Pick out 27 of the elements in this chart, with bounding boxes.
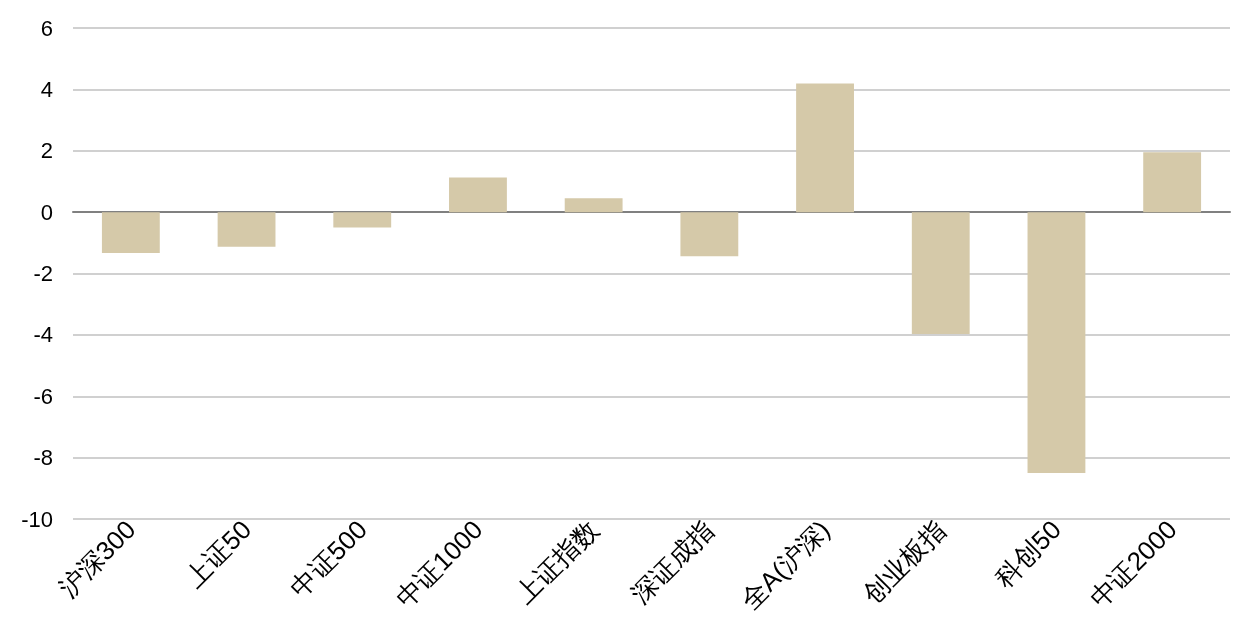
y-tick-label: -6: [33, 383, 53, 409]
bar: [1027, 212, 1086, 473]
x-tick-label: 沪深300: [52, 514, 142, 604]
bar: [449, 177, 507, 213]
y-tick-label: -10: [21, 506, 53, 532]
y-tick-label: -4: [33, 322, 53, 348]
x-tick-label: 科创50: [988, 514, 1068, 593]
y-tick-label: -2: [33, 261, 53, 287]
y-tick-label: 2: [40, 138, 53, 164]
x-tick-label: 中证500: [284, 514, 373, 604]
bar: [796, 83, 854, 213]
x-tick-label: 创业板指: [856, 514, 952, 610]
x-tick-label: 上证指数: [509, 514, 605, 610]
y-tick-label: -8: [33, 445, 53, 471]
bar: [911, 212, 970, 334]
bar: [217, 212, 276, 247]
x-tick-label: 上证50: [178, 514, 258, 593]
y-tick-label: 6: [40, 15, 53, 41]
bar: [680, 212, 739, 257]
y-tick-label: 4: [40, 76, 53, 102]
x-tick-label: 全A(沪深): [734, 514, 836, 616]
bar: [333, 212, 392, 228]
y-tick-label: 0: [40, 199, 53, 225]
x-tick-label: 深证成指: [625, 514, 720, 610]
bar: [101, 212, 160, 253]
bar: [1143, 152, 1202, 213]
bar: [564, 198, 623, 213]
